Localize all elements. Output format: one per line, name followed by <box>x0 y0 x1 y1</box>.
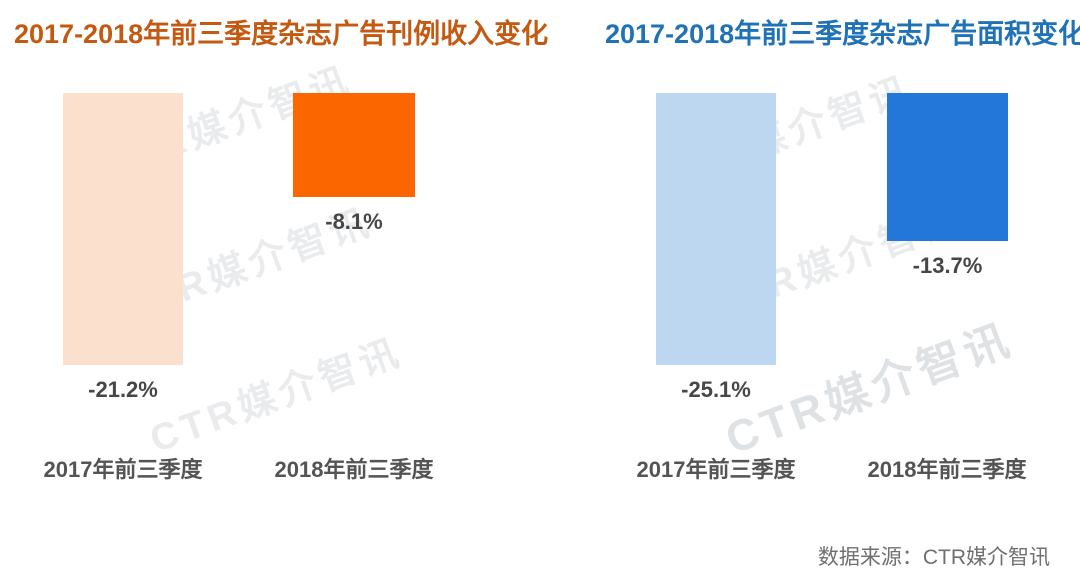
bar-rect <box>656 93 776 365</box>
bar-rect <box>63 93 183 365</box>
chart-title-area: 2017-2018年前三季度杂志广告面积变化 <box>605 19 1080 49</box>
bar-rect <box>293 93 415 197</box>
x-axis-label-2018: 2018年前三季度 <box>867 457 1027 482</box>
bar-rect <box>887 93 1008 241</box>
value-label: -21.2% <box>88 377 158 402</box>
bar-2018-revenue: -8.1% <box>293 93 415 235</box>
bar-2018-area: -13.7% <box>887 93 1008 279</box>
value-label: -13.7% <box>912 253 983 278</box>
chart-title-revenue: 2017-2018年前三季度杂志广告刊例收入变化 <box>14 19 549 49</box>
x-axis-label-2018: 2018年前三季度 <box>274 457 434 482</box>
data-source-note: 数据来源：CTR媒介智讯 <box>817 546 1050 569</box>
value-label: -8.1% <box>325 209 383 234</box>
value-label: -25.1% <box>681 377 751 402</box>
bar-2017-revenue: -21.2% <box>63 93 183 403</box>
x-axis-label-2017: 2017年前三季度 <box>636 457 796 482</box>
x-axis-label-2017: 2017年前三季度 <box>43 457 203 482</box>
bar-2017-area: -25.1% <box>656 93 776 403</box>
